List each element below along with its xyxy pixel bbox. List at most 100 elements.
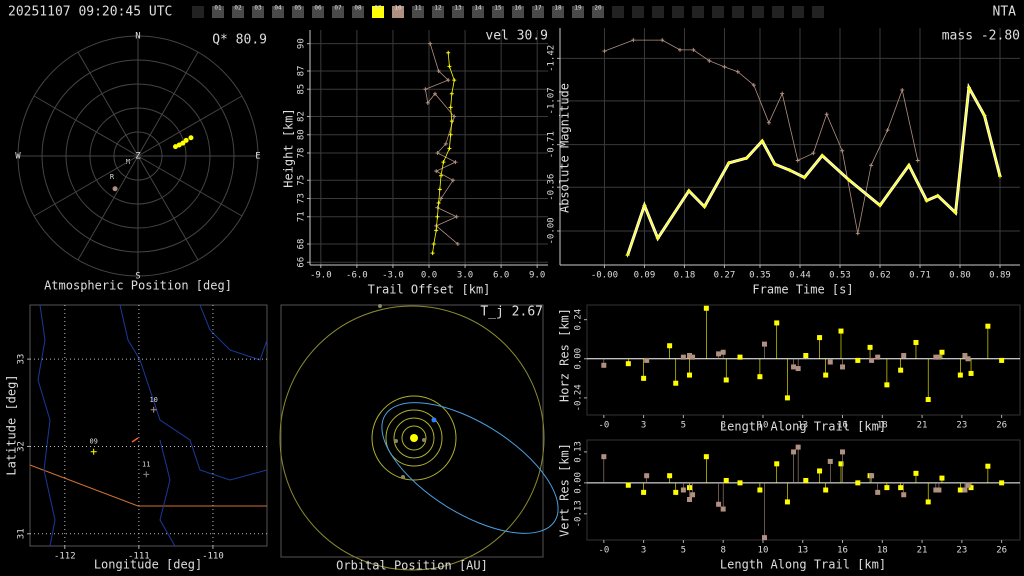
orbit-ring (371, 395, 457, 481)
point-marker (885, 128, 890, 133)
stem-marker (867, 344, 873, 350)
polar-spoke (33, 95, 139, 157)
stem-marker (875, 489, 881, 495)
stem-marker (840, 449, 846, 455)
x-tick-label: 8 (720, 421, 725, 431)
stem-marker (774, 320, 780, 326)
stem-marker (884, 382, 890, 388)
point-marker (434, 169, 439, 174)
stem-marker (898, 485, 904, 491)
point-marker (878, 203, 882, 208)
x-tick-label: 0.80 (949, 271, 971, 281)
sky-point (180, 140, 186, 146)
plot-frame (586, 304, 1021, 416)
river (159, 439, 176, 547)
stem-marker (803, 477, 809, 483)
station-label: 01 (214, 5, 222, 12)
x-tick-label: -0 (598, 421, 609, 431)
point-marker (722, 64, 727, 69)
stem-marker (968, 485, 974, 491)
point-marker (452, 78, 457, 83)
stem-marker (690, 354, 696, 360)
x-tick-label: 0.35 (749, 271, 771, 281)
point-marker (935, 193, 940, 198)
x-tick-label: -3.0 (382, 271, 404, 281)
point-marker (772, 162, 777, 167)
point-marker (455, 242, 460, 247)
point-marker (625, 253, 630, 258)
stem-marker (936, 487, 942, 493)
station-box (392, 6, 404, 18)
point-marker (434, 228, 439, 233)
x-tick-label: 9.0 (529, 271, 545, 281)
point-marker (795, 158, 800, 163)
x-tick-label: 0.09 (634, 271, 656, 281)
station-box (792, 6, 804, 18)
stem-marker (667, 473, 673, 479)
station-box (452, 6, 464, 18)
point-marker (451, 178, 456, 183)
stem-marker (999, 357, 1005, 363)
stem-marker (716, 501, 722, 507)
y-tick-label: 31 (17, 528, 27, 539)
station-box (572, 6, 584, 18)
y-tick-label: 87 (297, 66, 307, 77)
orbit-ring (279, 305, 545, 571)
orbit-frame (280, 304, 544, 558)
point-marker (915, 158, 920, 163)
point-marker (631, 38, 636, 43)
point-marker (766, 120, 771, 125)
x-tick-label: 13 (797, 421, 808, 431)
stem-marker (791, 364, 797, 370)
station-box (632, 6, 644, 18)
y-tick-label: -0.71 (547, 131, 557, 158)
point-marker (846, 177, 851, 182)
point-marker (855, 231, 860, 236)
station-box (332, 6, 344, 18)
y-tick-label: 0.13 (574, 441, 584, 463)
station-box (292, 6, 304, 18)
stem-marker (913, 339, 919, 345)
stem-marker (817, 335, 823, 341)
point-marker (433, 91, 438, 96)
x-tick-label: -111 (128, 552, 150, 562)
point-marker (436, 201, 441, 206)
x-tick-label: 18 (877, 546, 888, 556)
y-tick-label: 0.00 (574, 472, 584, 494)
point-marker (602, 49, 607, 54)
stem-marker (855, 357, 861, 363)
stem-marker (687, 353, 693, 359)
point-marker (423, 87, 428, 92)
stem-marker (720, 506, 726, 512)
point-marker (443, 141, 448, 146)
stem-marker (827, 458, 833, 464)
stem-marker (761, 535, 767, 541)
y-tick-label: 32 (17, 441, 27, 452)
stem-marker (644, 357, 650, 363)
line (432, 52, 455, 254)
point-marker (448, 105, 453, 110)
stem-marker (999, 480, 1005, 486)
station-label: 04 (274, 5, 282, 12)
y-tick-label: 33 (17, 354, 27, 365)
chart-title: Atmospheric Position [deg] (44, 279, 232, 293)
y-axis-label: Horz Res [km] (558, 308, 572, 402)
stem-marker (601, 362, 607, 368)
stem-marker (687, 372, 693, 378)
point-marker (437, 187, 442, 192)
meteoroid-orbit (381, 402, 559, 534)
point-marker (453, 160, 458, 165)
x-tick-label: 0.53 (829, 271, 851, 281)
station-box (692, 6, 704, 18)
point-marker (869, 163, 874, 168)
station-label: 10 (394, 5, 402, 12)
point-marker (840, 148, 845, 153)
point-marker (435, 150, 440, 155)
point-marker (707, 58, 712, 63)
station-box (552, 6, 564, 18)
stem-marker (690, 492, 696, 498)
y-tick-label: 68 (297, 239, 307, 250)
planet (394, 439, 398, 443)
stem-marker (823, 372, 829, 378)
